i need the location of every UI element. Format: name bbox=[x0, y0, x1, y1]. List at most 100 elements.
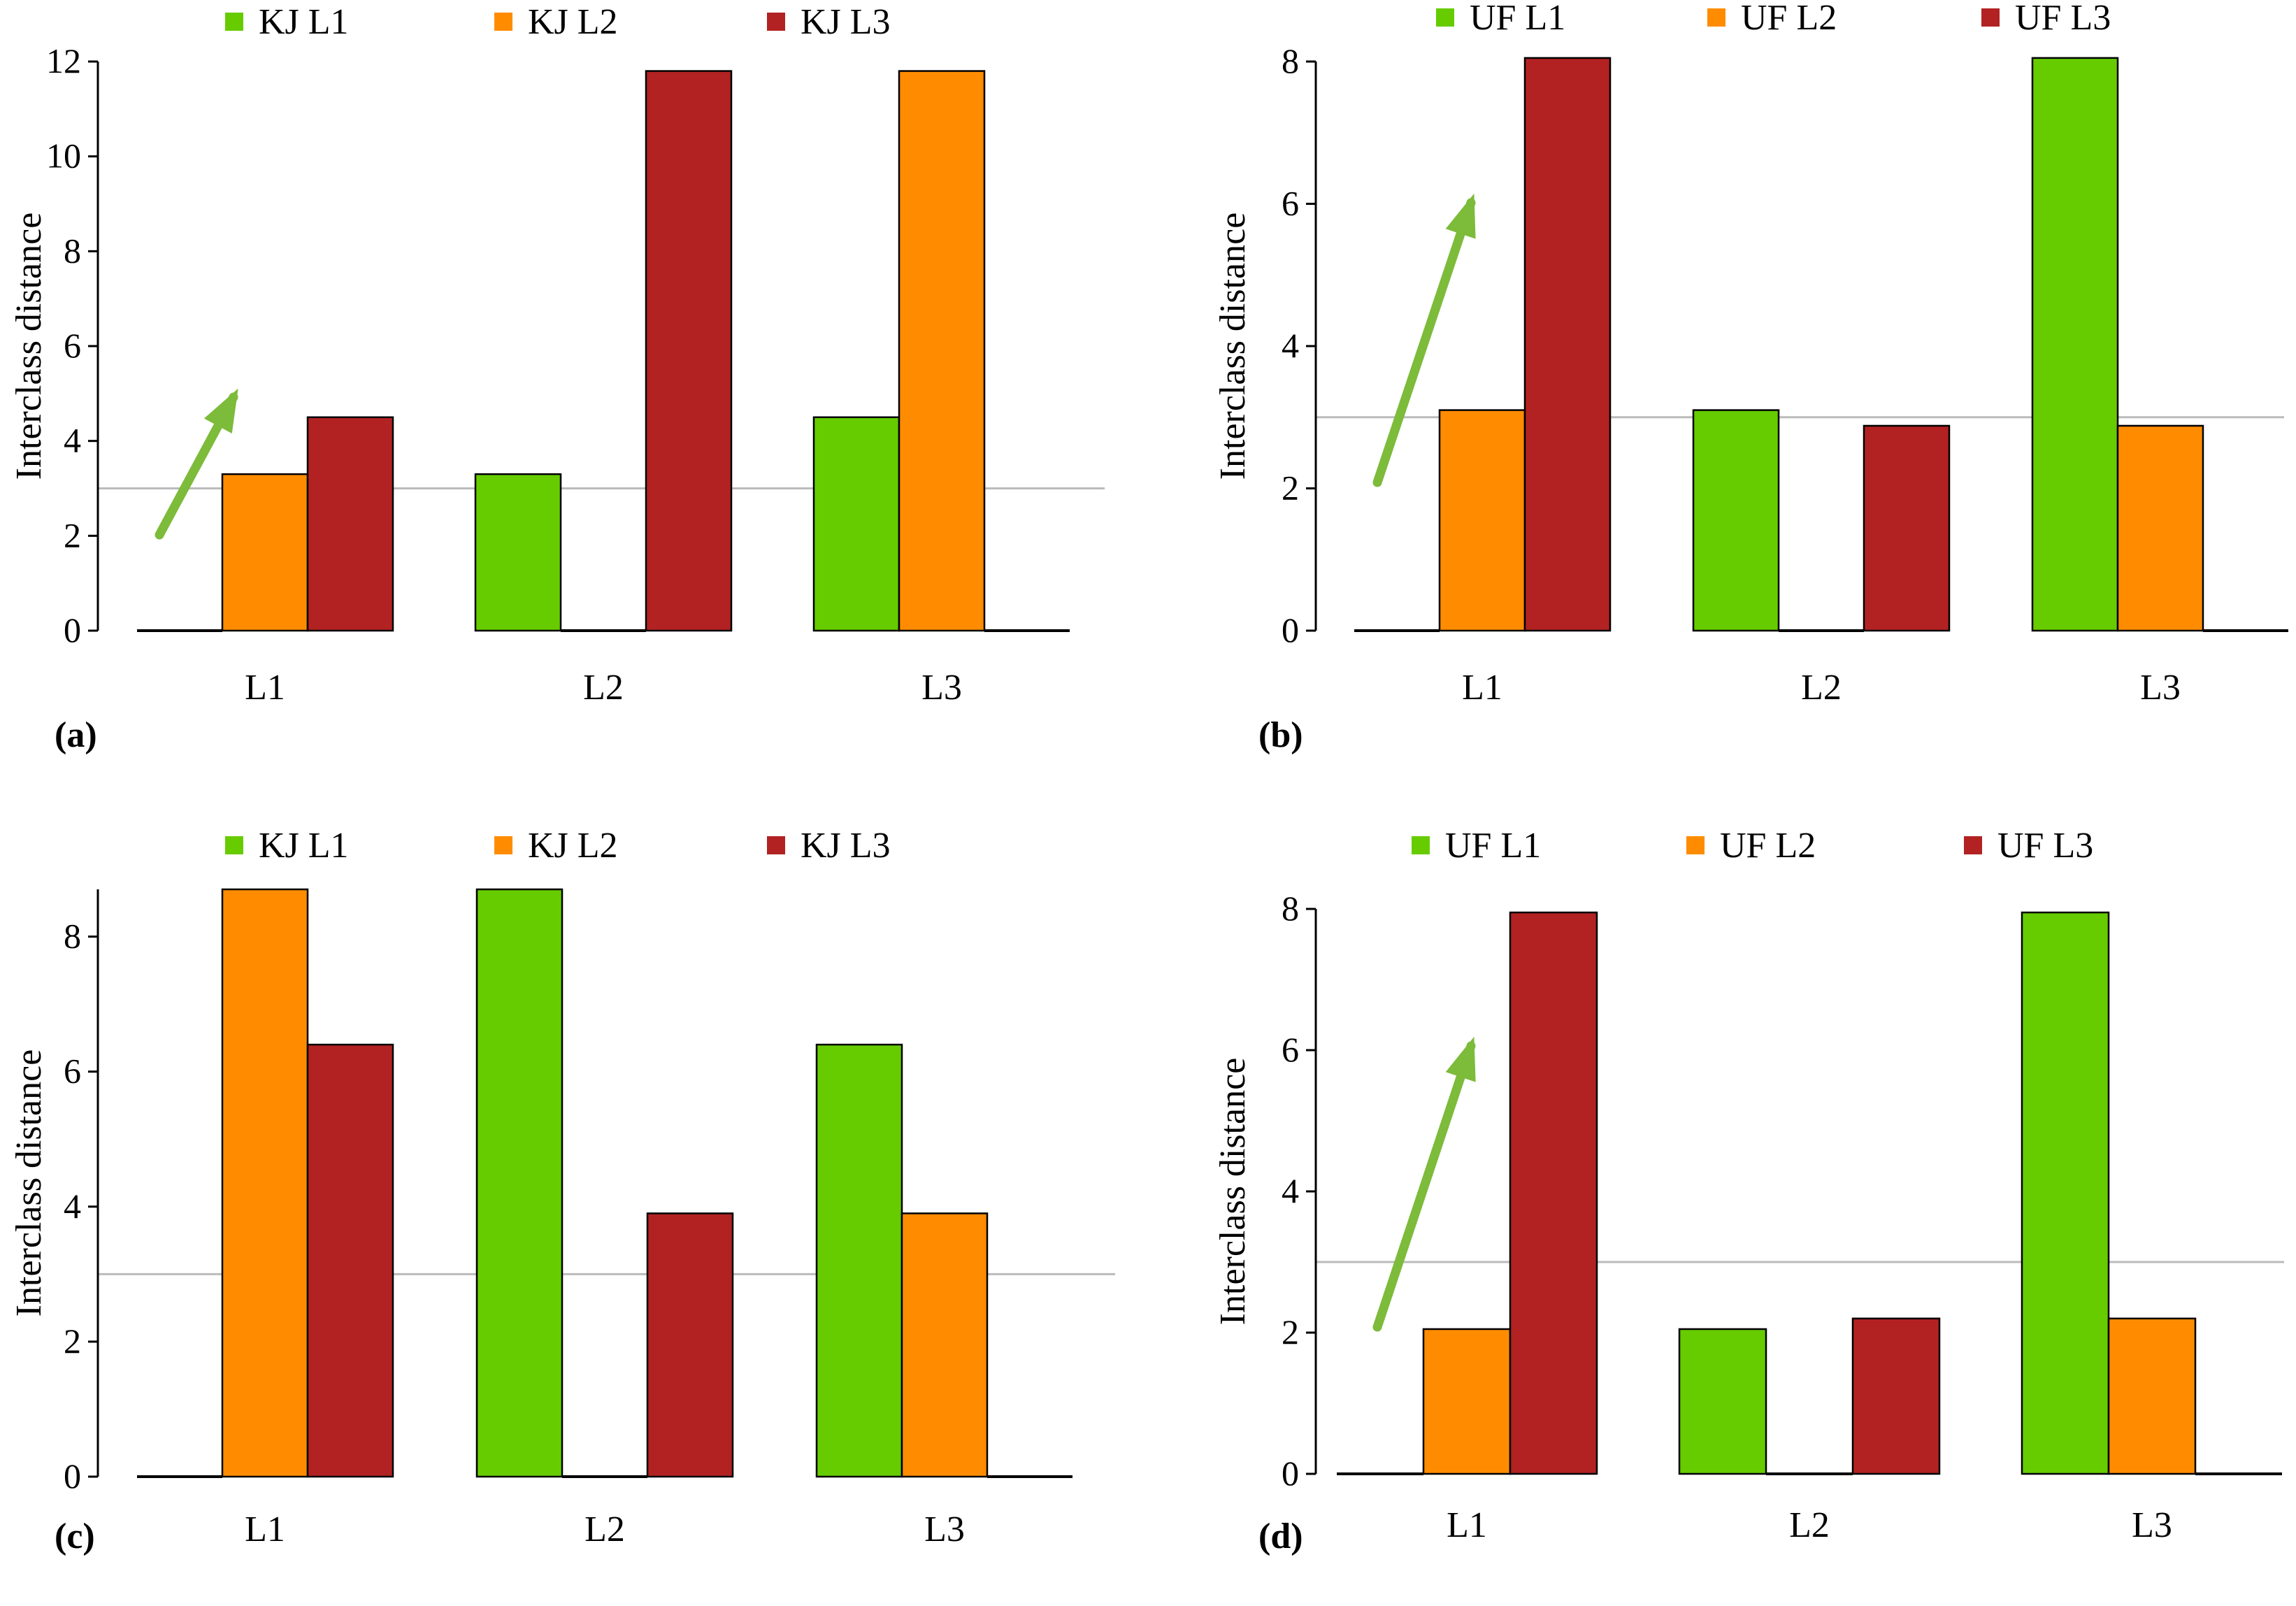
legend-label: KJ L3 bbox=[801, 826, 891, 866]
y-axis-title: Interclass distance bbox=[9, 213, 49, 480]
bar bbox=[901, 1212, 989, 1478]
bar bbox=[2031, 57, 2119, 632]
bar bbox=[306, 416, 394, 632]
y-tick-label: 6 bbox=[1282, 1030, 1299, 1069]
legend-swatch bbox=[494, 836, 512, 854]
bar bbox=[2107, 1317, 2197, 1475]
y-tick-label: 2 bbox=[1282, 468, 1299, 508]
legend-swatch bbox=[1686, 836, 1705, 854]
y-tick-label: 8 bbox=[1282, 889, 1299, 928]
y-tick-label: 4 bbox=[64, 421, 81, 460]
bar bbox=[1523, 57, 1612, 632]
green-arrow-shaft bbox=[1372, 198, 1476, 487]
x-tick-label: L3 bbox=[2140, 668, 2181, 708]
legend-label: UF L1 bbox=[1445, 826, 1541, 866]
legend-swatch bbox=[225, 836, 243, 854]
y-tick-label: 0 bbox=[64, 1456, 81, 1496]
bar bbox=[2021, 911, 2110, 1475]
x-tick-label: L2 bbox=[583, 668, 624, 708]
panel-label: (b) bbox=[1258, 715, 1303, 755]
chart-c: 0 2 4 6 8 Interclass distance L1 L2 L3 KJ L1 KJ L2… bbox=[9, 826, 1115, 1549]
y-tick-label: 6 bbox=[1282, 184, 1299, 223]
x-tick-label: L3 bbox=[2132, 1505, 2172, 1545]
legend-swatch bbox=[1964, 836, 1982, 854]
bar bbox=[1438, 409, 1526, 632]
legend-swatch bbox=[494, 13, 512, 31]
bar bbox=[1863, 424, 1951, 632]
legend-swatch bbox=[1981, 8, 2000, 27]
y-axis-title: Interclass distance bbox=[1213, 1058, 1253, 1326]
chart-a: 0 2 4 6 8 10 12 Interclass distance L1 L2 L3 KJ L1 K… bbox=[9, 2, 1105, 708]
green-arrow-shaft bbox=[1372, 1041, 1476, 1332]
x-tick-label: L2 bbox=[584, 1510, 625, 1549]
y-tick-label: 6 bbox=[64, 1052, 81, 1091]
panel-label: (a) bbox=[55, 715, 97, 755]
bar bbox=[221, 888, 309, 1478]
bar bbox=[1851, 1317, 1941, 1475]
bar bbox=[306, 1043, 394, 1478]
chart-panel-b: 0 2 4 6 8 Interclass distance L1 L2 L3 UF L1 UF L2… bbox=[1148, 0, 2296, 803]
bar bbox=[812, 416, 901, 632]
bar bbox=[646, 1212, 734, 1478]
y-tick-label: 8 bbox=[64, 917, 81, 956]
bar bbox=[1509, 911, 1598, 1475]
legend-swatch bbox=[767, 836, 785, 854]
x-tick-label: L3 bbox=[924, 1510, 965, 1549]
x-tick-label: L1 bbox=[1447, 1505, 1487, 1545]
chart-b: 0 2 4 6 8 Interclass distance L1 L2 L3 UF L1 UF L2… bbox=[1213, 0, 2288, 708]
legend-label: UF L3 bbox=[2015, 0, 2111, 38]
y-tick-label: 0 bbox=[1282, 1454, 1299, 1493]
y-axis-title: Interclass distance bbox=[9, 1049, 49, 1317]
legend-swatch bbox=[767, 13, 785, 31]
y-tick-label: 0 bbox=[64, 610, 81, 650]
panel-label: (c) bbox=[55, 1517, 95, 1556]
legend-label: UF L1 bbox=[1470, 0, 1565, 38]
chart-panel-d: 0 2 4 6 8 Interclass distance L1 L2 L3 UF L1 UF L2… bbox=[1148, 803, 2296, 1605]
y-tick-label: 8 bbox=[64, 231, 81, 270]
legend-label: UF L2 bbox=[1741, 0, 1837, 38]
y-tick-label: 2 bbox=[64, 515, 81, 554]
bar bbox=[1692, 409, 1780, 632]
y-tick-label: 2 bbox=[64, 1321, 81, 1361]
legend-label: KJ L1 bbox=[259, 826, 349, 866]
legend-label: KJ L1 bbox=[259, 2, 349, 42]
bar bbox=[645, 70, 733, 632]
x-tick-label: L3 bbox=[921, 668, 962, 708]
y-tick-label: 4 bbox=[1282, 326, 1299, 365]
x-tick-label: L2 bbox=[1801, 668, 1842, 708]
y-tick-label: 8 bbox=[1282, 41, 1299, 80]
legend-swatch bbox=[1707, 8, 1725, 27]
bar bbox=[815, 1043, 903, 1478]
x-tick-label: L1 bbox=[1462, 668, 1502, 708]
bar bbox=[898, 70, 986, 632]
legend-swatch bbox=[1412, 836, 1430, 854]
legend-label: KJ L3 bbox=[801, 2, 891, 42]
y-axis-title: Interclass distance bbox=[1213, 213, 1253, 480]
legend-label: KJ L2 bbox=[528, 826, 618, 866]
bar bbox=[2116, 424, 2204, 632]
bar bbox=[1678, 1328, 1767, 1475]
x-tick-label: L1 bbox=[245, 1510, 285, 1549]
bar bbox=[221, 473, 309, 632]
green-arrow-head bbox=[203, 388, 238, 433]
y-tick-label: 4 bbox=[64, 1186, 81, 1226]
chart-d: 0 2 4 6 8 Interclass distance L1 L2 L3 UF L1 UF L2… bbox=[1213, 826, 2284, 1545]
panel-label: (d) bbox=[1258, 1517, 1303, 1556]
chart-panel-a: 0 2 4 6 8 10 12 Interclass distance L1 L2 L3 KJ L1 K… bbox=[0, 0, 1148, 803]
legend-label: UF L2 bbox=[1720, 826, 1816, 866]
legend-label: UF L3 bbox=[1997, 826, 2093, 866]
bar bbox=[1422, 1328, 1512, 1475]
y-tick-label: 6 bbox=[64, 326, 81, 365]
bar bbox=[474, 473, 562, 632]
y-tick-label: 12 bbox=[46, 41, 81, 80]
x-tick-label: L1 bbox=[245, 668, 285, 708]
bar bbox=[475, 888, 564, 1478]
legend-swatch bbox=[225, 13, 243, 31]
x-tick-label: L2 bbox=[1789, 1505, 1830, 1545]
green-arrow-head bbox=[1445, 1036, 1476, 1082]
green-arrow-head bbox=[1445, 193, 1476, 239]
y-tick-label: 10 bbox=[46, 136, 81, 175]
y-tick-label: 0 bbox=[1282, 610, 1299, 650]
y-tick-label: 2 bbox=[1282, 1312, 1299, 1352]
